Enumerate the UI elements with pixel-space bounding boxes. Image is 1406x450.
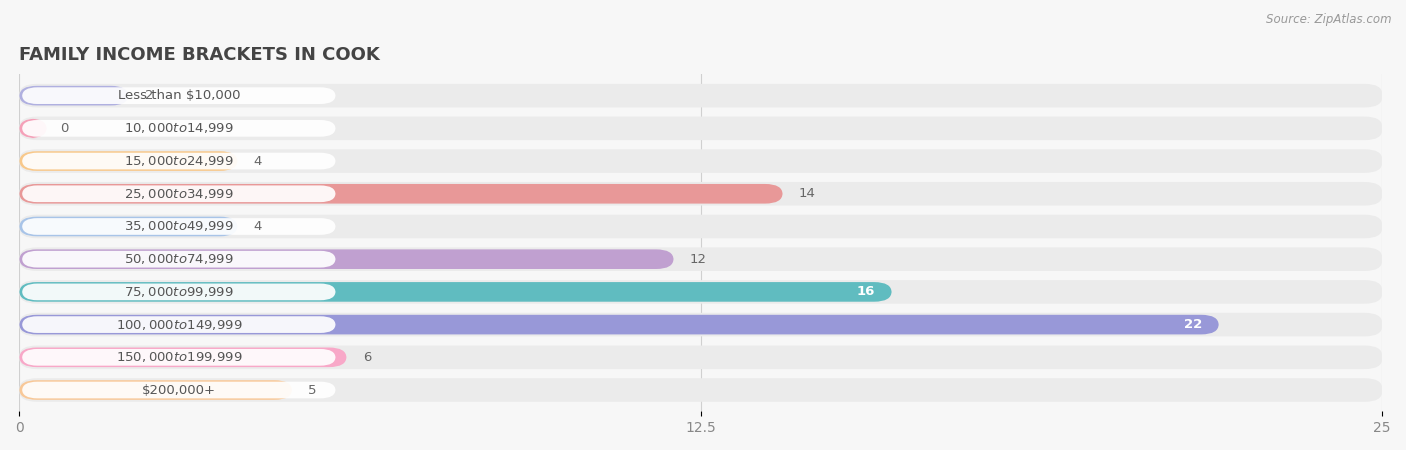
FancyBboxPatch shape — [20, 117, 1382, 140]
Text: 5: 5 — [308, 383, 316, 396]
Text: $25,000 to $34,999: $25,000 to $34,999 — [124, 187, 233, 201]
FancyBboxPatch shape — [20, 380, 292, 400]
Text: Less than $10,000: Less than $10,000 — [118, 89, 240, 102]
FancyBboxPatch shape — [20, 149, 1382, 173]
FancyBboxPatch shape — [20, 118, 46, 138]
FancyBboxPatch shape — [20, 151, 238, 171]
FancyBboxPatch shape — [22, 349, 336, 366]
Text: 22: 22 — [1184, 318, 1202, 331]
FancyBboxPatch shape — [22, 87, 336, 104]
FancyBboxPatch shape — [22, 218, 336, 235]
Text: $75,000 to $99,999: $75,000 to $99,999 — [124, 285, 233, 299]
FancyBboxPatch shape — [20, 347, 346, 367]
Text: $100,000 to $149,999: $100,000 to $149,999 — [115, 318, 242, 332]
FancyBboxPatch shape — [22, 153, 336, 169]
Text: $10,000 to $14,999: $10,000 to $14,999 — [124, 122, 233, 135]
Text: $15,000 to $24,999: $15,000 to $24,999 — [124, 154, 233, 168]
FancyBboxPatch shape — [20, 216, 238, 236]
Text: $150,000 to $199,999: $150,000 to $199,999 — [115, 350, 242, 365]
FancyBboxPatch shape — [20, 315, 1219, 334]
FancyBboxPatch shape — [20, 184, 783, 203]
Text: $35,000 to $49,999: $35,000 to $49,999 — [124, 220, 233, 234]
FancyBboxPatch shape — [20, 282, 891, 302]
FancyBboxPatch shape — [20, 182, 1382, 206]
FancyBboxPatch shape — [20, 86, 128, 105]
FancyBboxPatch shape — [20, 313, 1382, 337]
Text: FAMILY INCOME BRACKETS IN COOK: FAMILY INCOME BRACKETS IN COOK — [20, 46, 380, 64]
FancyBboxPatch shape — [22, 120, 336, 137]
Text: 6: 6 — [363, 351, 371, 364]
FancyBboxPatch shape — [22, 284, 336, 300]
Text: 0: 0 — [60, 122, 69, 135]
FancyBboxPatch shape — [22, 185, 336, 202]
FancyBboxPatch shape — [20, 84, 1382, 108]
Text: 2: 2 — [145, 89, 153, 102]
FancyBboxPatch shape — [20, 215, 1382, 238]
Text: 14: 14 — [799, 187, 815, 200]
Text: 4: 4 — [254, 220, 262, 233]
Text: $200,000+: $200,000+ — [142, 383, 217, 396]
FancyBboxPatch shape — [20, 378, 1382, 402]
Text: Source: ZipAtlas.com: Source: ZipAtlas.com — [1267, 14, 1392, 27]
FancyBboxPatch shape — [20, 280, 1382, 304]
Text: 16: 16 — [856, 285, 876, 298]
FancyBboxPatch shape — [20, 249, 673, 269]
Text: 12: 12 — [690, 253, 707, 266]
Text: $50,000 to $74,999: $50,000 to $74,999 — [124, 252, 233, 266]
FancyBboxPatch shape — [22, 382, 336, 398]
FancyBboxPatch shape — [22, 316, 336, 333]
FancyBboxPatch shape — [20, 346, 1382, 369]
FancyBboxPatch shape — [20, 248, 1382, 271]
FancyBboxPatch shape — [22, 251, 336, 268]
Text: 4: 4 — [254, 154, 262, 167]
